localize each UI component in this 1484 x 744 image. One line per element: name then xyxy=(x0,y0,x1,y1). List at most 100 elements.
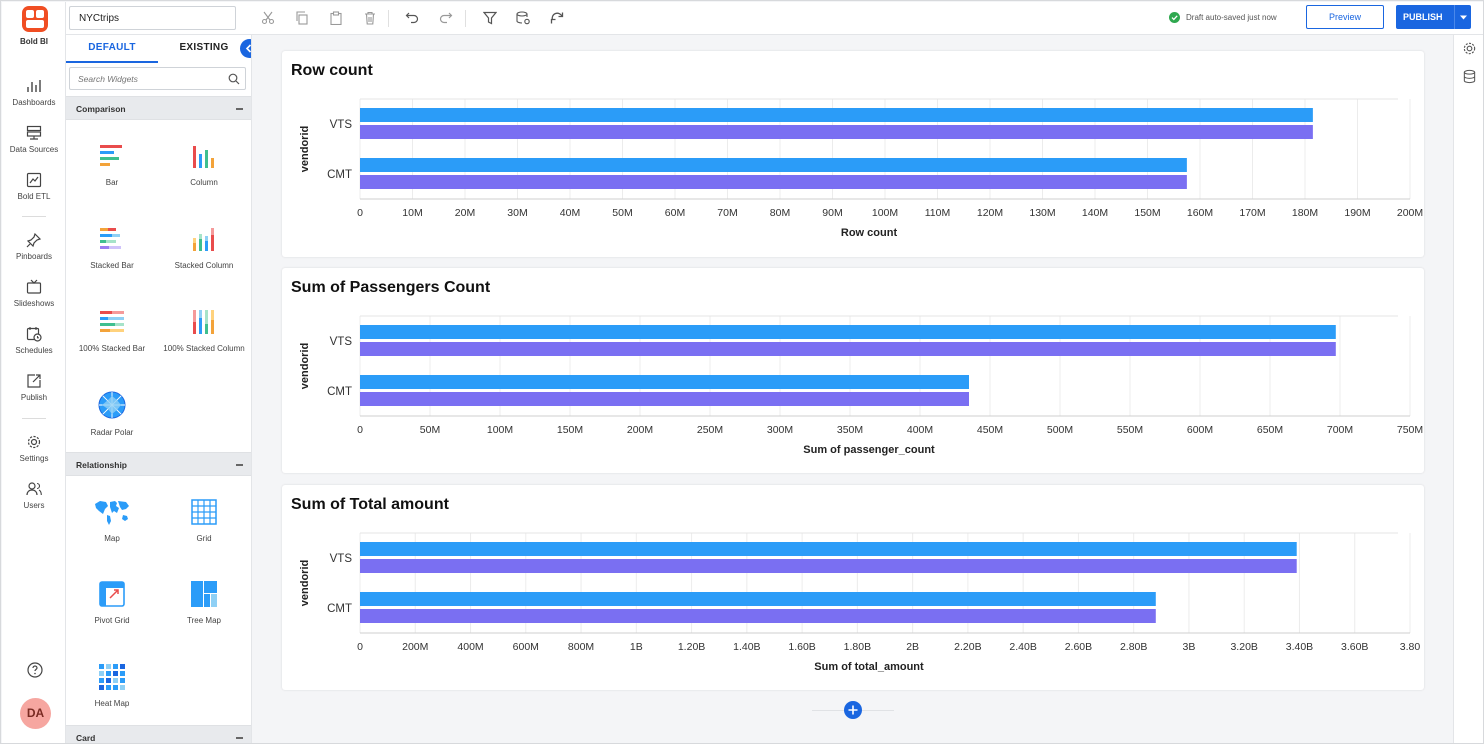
bar xyxy=(360,342,1336,356)
widget-grid[interactable]: Grid xyxy=(162,498,246,544)
nav-item-settings[interactable]: Settings xyxy=(2,434,66,463)
widget-heat-map[interactable]: Heat Map xyxy=(70,663,154,709)
copy-icon[interactable] xyxy=(295,11,309,25)
chart-card-passengers[interactable]: 0 50M 100M 150M 200M 250M 300M 350M 400M 450M 500M… xyxy=(282,268,1424,473)
nav-item-pinboards[interactable]: Pinboards xyxy=(2,232,66,261)
refresh-icon[interactable] xyxy=(550,11,564,25)
pin-icon xyxy=(26,232,42,248)
filter-icon[interactable] xyxy=(483,11,497,25)
x-tick-label: 3.80 xyxy=(1400,641,1421,653)
x-tick-label: 400M xyxy=(457,641,483,653)
widget-label: Column xyxy=(190,178,218,187)
cut-icon[interactable] xyxy=(261,11,275,25)
percent-stacked-column-icon xyxy=(193,310,214,334)
bold-etl-icon xyxy=(26,172,42,188)
widget-map[interactable]: Map xyxy=(70,498,154,544)
search-icon[interactable] xyxy=(228,73,240,85)
nav-item-schedules[interactable]: Schedules xyxy=(2,326,66,355)
chart-card-total-amount[interactable]: 0 200M 400M 600M 800M 1B 1.20B 1.40B 1.60B 1.80B 2… xyxy=(282,485,1424,690)
category-card[interactable]: Card xyxy=(66,725,251,743)
publish-button[interactable]: PUBLISH xyxy=(1396,5,1471,29)
paste-icon[interactable] xyxy=(329,11,343,25)
x-tick-label: 450M xyxy=(977,424,1003,436)
preview-button[interactable]: Preview xyxy=(1306,5,1384,29)
dashboard-name-input[interactable] xyxy=(69,6,236,30)
x-axis-title: Row count xyxy=(841,227,898,239)
nav-item-data-sources[interactable]: Data Sources xyxy=(2,125,66,154)
collapse-panel-button[interactable] xyxy=(240,39,251,58)
x-tick-label: 600M xyxy=(1187,424,1213,436)
percent-stacked-bar-icon xyxy=(100,311,124,332)
category-relationship[interactable]: Relationship xyxy=(66,452,251,476)
add-widget-button[interactable] xyxy=(844,701,862,719)
bar xyxy=(360,175,1187,189)
widget-label: 100% Stacked Bar xyxy=(78,344,146,353)
y-category-label: CMT xyxy=(327,386,352,398)
help-icon[interactable] xyxy=(27,662,43,678)
x-tick-label: 90M xyxy=(822,207,842,219)
save-status-text: Draft auto-saved just now xyxy=(1186,13,1277,22)
y-category-label: VTS xyxy=(330,336,353,348)
x-tick-label: 170M xyxy=(1239,207,1265,219)
x-tick-label: 3.20B xyxy=(1230,641,1257,653)
category-label: Comparison xyxy=(76,104,126,114)
nav-item-publish[interactable]: Publish xyxy=(2,373,66,402)
avatar[interactable]: DA xyxy=(20,698,51,729)
data-sources-icon xyxy=(26,125,42,140)
x-tick-label: 160M xyxy=(1187,207,1213,219)
x-tick-label: 100M xyxy=(872,207,898,219)
collapse-icon[interactable] xyxy=(236,464,243,466)
widget-tree-map[interactable]: Tree Map xyxy=(162,580,246,626)
widget-pivot-grid[interactable]: Pivot Grid xyxy=(70,580,154,626)
widget-search xyxy=(69,67,246,90)
logo-text: Bold BI xyxy=(20,37,48,46)
nav-label: Pinboards xyxy=(15,252,53,261)
schedule-icon xyxy=(26,327,42,342)
x-tick-label: 1.60B xyxy=(788,641,815,653)
x-tick-label: 2.40B xyxy=(1009,641,1036,653)
bold-bi-logo[interactable] xyxy=(22,6,48,32)
x-tick-label: 70M xyxy=(717,207,737,219)
widget-column[interactable]: Column xyxy=(162,142,246,188)
toolbar-divider xyxy=(465,10,466,27)
widget-radar-polar[interactable]: Radar Polar xyxy=(70,390,154,438)
collapse-icon[interactable] xyxy=(236,737,243,739)
tree-map-icon xyxy=(191,581,217,607)
publish-icon xyxy=(27,374,41,388)
x-axis-title: Sum of passenger_count xyxy=(803,444,935,456)
x-tick-label: 300M xyxy=(767,424,793,436)
nav-item-dashboards[interactable]: Dashboards xyxy=(2,78,66,107)
widget-stacked-bar[interactable]: Stacked Bar xyxy=(70,225,154,271)
widget-label: 100% Stacked Column xyxy=(163,344,245,353)
x-tick-label: 350M xyxy=(837,424,863,436)
redo-icon[interactable] xyxy=(439,11,453,25)
nav-label: Dashboards xyxy=(12,98,56,107)
tab-existing[interactable]: EXISTING xyxy=(179,42,229,53)
undo-icon[interactable] xyxy=(405,11,419,25)
chart-card-row-count[interactable]: 0 10M 20M 30M 40M 50M 60M 70M 80M 90M 100M 110M 120M… xyxy=(282,51,1424,257)
x-tick-label: 150M xyxy=(557,424,583,436)
nav-label: Users xyxy=(23,501,45,510)
category-comparison[interactable]: Comparison xyxy=(66,96,251,120)
widget-stacked-column[interactable]: Stacked Column xyxy=(162,225,246,271)
delete-icon[interactable] xyxy=(363,11,377,25)
x-tick-label: 600M xyxy=(513,641,539,653)
tab-default[interactable]: DEFAULT xyxy=(66,35,158,63)
database-icon[interactable] xyxy=(1462,69,1477,84)
x-tick-label: 80M xyxy=(770,207,790,219)
publish-dropdown[interactable] xyxy=(1454,5,1471,29)
nav-label: Settings xyxy=(19,454,49,463)
nav-item-bold-etl[interactable]: Bold ETL xyxy=(2,172,66,201)
nav-item-users[interactable]: Users xyxy=(2,481,66,510)
nav-label: Bold ETL xyxy=(17,192,51,201)
data-settings-icon[interactable] xyxy=(516,11,530,25)
widget-100-stacked-bar[interactable]: 100% Stacked Bar xyxy=(70,308,154,354)
search-input[interactable] xyxy=(78,72,218,86)
widget-bar[interactable]: Bar xyxy=(70,142,154,188)
x-tick-label: 200M xyxy=(1397,207,1423,219)
collapse-icon[interactable] xyxy=(236,108,243,110)
world-map-icon xyxy=(95,501,129,525)
widget-100-stacked-column[interactable]: 100% Stacked Column xyxy=(162,308,246,354)
nav-item-slideshows[interactable]: Slideshows xyxy=(2,279,66,308)
properties-gear-icon[interactable] xyxy=(1462,41,1477,56)
